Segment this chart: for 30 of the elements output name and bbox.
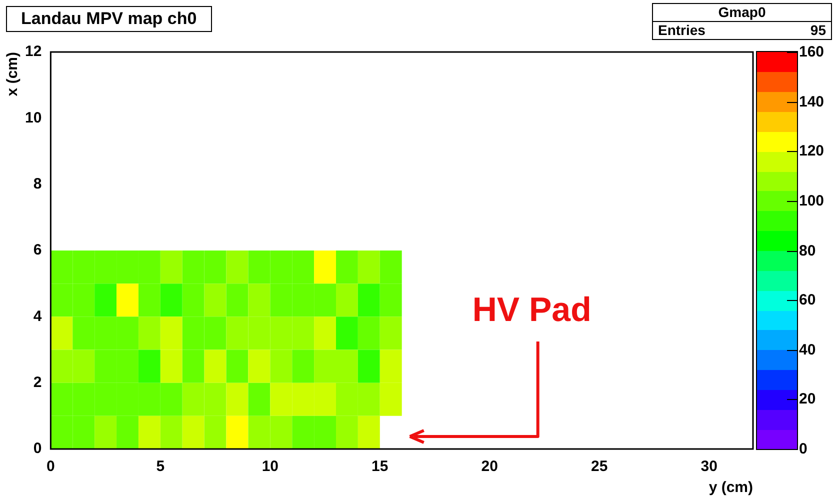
x-axis-title: y (cm) — [708, 479, 753, 496]
color-bar-label: 100 — [799, 192, 824, 210]
y-tick-label: 2 — [33, 374, 42, 391]
y-axis-title: x (cm) — [4, 52, 22, 96]
x-tick-label: 15 — [372, 458, 388, 476]
text: 95 — [810, 22, 826, 39]
y-tick-label: 0 — [33, 440, 42, 458]
annotation: HV Pad — [472, 290, 592, 329]
text: Entries — [658, 22, 706, 39]
x-tick-label: 10 — [262, 458, 278, 476]
text: Gmap0 — [653, 4, 831, 22]
y-tick-label: 12 — [24, 43, 42, 60]
x-tick-label: 25 — [591, 458, 608, 476]
color-bar-label: 0 — [799, 440, 808, 458]
y-tick-label: 10 — [24, 109, 42, 126]
color-bar-label: 20 — [799, 390, 816, 408]
color-bar-label: 160 — [799, 44, 824, 60]
x-tick-label: 0 — [46, 458, 55, 476]
y-tick-label: 4 — [33, 308, 42, 325]
x-tick-label: 20 — [481, 458, 498, 476]
y-tick-label: 8 — [33, 175, 42, 192]
color-bar-label: 120 — [799, 142, 824, 160]
color-bar-label: 140 — [799, 93, 824, 110]
color-bar-label: 40 — [799, 341, 816, 358]
x-tick-label: 5 — [156, 458, 165, 476]
x-tick-label: 30 — [700, 458, 718, 476]
color-bar-label: 60 — [799, 292, 816, 309]
color-bar-label: 80 — [799, 242, 816, 259]
chart-title: Landau MPV map ch0 — [6, 6, 212, 32]
y-tick-label: 6 — [33, 242, 42, 259]
